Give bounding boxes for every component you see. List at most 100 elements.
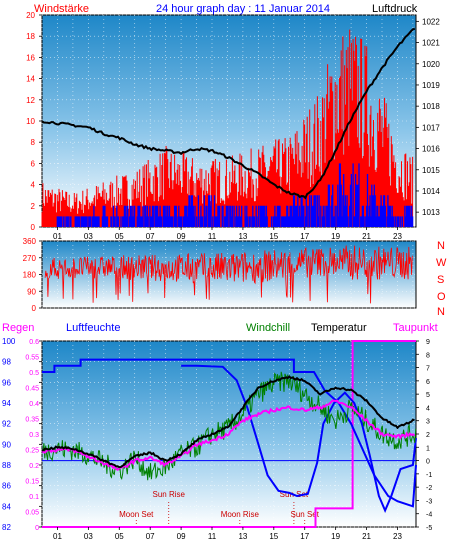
y-humidity-tick-label: 86 [2,482,11,491]
y-temp-tick-label: -4 [426,512,432,519]
x-tick-label: 15 [269,532,278,541]
y-rain-tick-label: 0.6 [29,339,39,346]
y-temp-tick-label: 9 [426,339,430,346]
x-tick-label: 09 [177,532,186,541]
pressure-series [41,27,416,200]
temperature-line [41,375,415,469]
y-rain-tick-label: 0.2 [29,463,39,470]
x-tick-label: 11 [208,532,217,541]
y-left-tick-label: 14 [26,75,35,84]
y-dir-tick-label: 360 [23,237,37,246]
y-right-tick-label: 1014 [422,187,440,196]
y-right-tick-label: 1020 [422,60,440,69]
x-tick-label: 05 [115,532,124,541]
dewpoint-line [41,399,416,471]
header-windstaerke-label: Windstärke [34,3,89,15]
y-temp-tick-label: 0 [426,459,430,466]
compass-n-bottom: N [437,306,445,318]
y-left-tick-label: 20 [26,11,35,20]
x-tick-label: 11 [208,232,217,241]
x-tick-label: 07 [146,232,155,241]
temp-humidity-axes: 82848688909294969810000.050.10.150.20.25… [2,337,432,541]
x-tick-label: 07 [146,532,155,541]
y-right-tick-label: 1013 [422,208,440,217]
x-tick-label: 03 [84,532,93,541]
x-tick-label: 15 [269,232,278,241]
y-left-tick-label: 8 [31,138,36,147]
x-tick-label: 17 [300,232,309,241]
y-humidity-tick-label: 90 [2,440,11,449]
x-tick-label: 13 [238,532,247,541]
y-right-tick-label: 1018 [422,102,440,111]
temperatur-label: Temperatur [311,322,367,334]
y-rain-tick-label: 0.15 [25,479,39,486]
x-tick-label: 01 [53,532,62,541]
y-temp-tick-label: -5 [426,525,432,532]
y-temp-tick-label: 3 [426,419,430,426]
y-rain-tick-label: 0.35 [25,417,39,424]
y-temp-tick-label: 6 [426,379,430,386]
y-rain-tick-label: 0.3 [29,432,39,439]
y-left-tick-label: 6 [31,159,36,168]
compass-w: W [436,257,447,269]
y-dir-tick-label: 0 [32,304,37,313]
wind-direction-series [44,245,413,304]
temp-humidity-grid [41,340,416,528]
y-right-tick-label: 1015 [422,166,440,175]
y-dir-tick-label: 90 [27,287,36,296]
y-left-tick-label: 0 [31,223,36,232]
x-tick-label: 17 [300,532,309,541]
y-left-tick-label: 2 [31,202,36,211]
rain-series [42,340,416,528]
y-right-tick-label: 1017 [422,123,440,132]
y-rain-tick-label: 0.1 [29,494,39,501]
y-humidity-tick-label: 88 [2,461,11,470]
luftfeuchte-label: Luftfeuchte [66,322,120,334]
y-temp-tick-label: 1 [426,445,430,452]
y-rain-tick-label: 0.5 [29,370,39,377]
annotation-label: Moon Set [119,510,154,519]
wind-direction-axes: 0 90 180 270 360 [23,237,42,313]
y-left-tick-label: 12 [26,96,35,105]
y-dir-tick-label: 180 [23,271,37,280]
y-temp-tick-label: 7 [426,366,430,373]
x-tick-label: 09 [177,232,186,241]
x-tick-label: 23 [393,532,402,541]
x-tick-label: 03 [84,232,93,241]
y-temp-tick-label: 8 [426,352,430,359]
annotation-label: Moon Rise [221,510,260,519]
x-tick-label: 13 [238,232,247,241]
y-right-tick-label: 1016 [422,145,440,154]
y-humidity-tick-label: 98 [2,358,11,367]
x-tick-label: 21 [362,532,371,541]
x-tick-label: 21 [362,232,371,241]
taupunkt-label: Taupunkt [393,322,438,334]
x-tick-label: 23 [393,232,402,241]
dewpoint-series [41,399,416,471]
x-tick-label: 19 [331,232,340,241]
y-dir-tick-label: 270 [23,254,37,263]
y-temp-tick-label: 5 [426,392,430,399]
y-temp-tick-label: -3 [426,498,432,505]
y-rain-tick-label: 0 [35,525,39,532]
y-temp-tick-label: 4 [426,405,430,412]
y-temp-tick-label: 2 [426,432,430,439]
y-rain-tick-label: 0.25 [25,448,39,455]
wind-bars [56,163,414,227]
y-humidity-tick-label: 96 [2,378,11,387]
header-luftdruck-label: Luftdruck [372,3,418,15]
temperature-series [41,375,415,469]
annotation-label: Sun Rise [152,490,185,499]
wind-pressure-axes: 0 2 4 6 8 10 12 14 16 18 20 1013 1014 1015 1016 1017 101… [26,11,440,241]
y-humidity-tick-label: 94 [2,399,11,408]
y-rain-tick-label: 0.05 [25,510,39,517]
compass-n-top: N [437,240,445,252]
y-right-tick-label: 1021 [422,39,440,48]
humidity-line [42,358,417,508]
y-rain-tick-label: 0.55 [25,355,39,362]
y-left-tick-label: 4 [31,181,36,190]
x-tick-label: 19 [331,532,340,541]
y-humidity-tick-label: 100 [2,337,16,346]
rain-line [42,340,416,528]
